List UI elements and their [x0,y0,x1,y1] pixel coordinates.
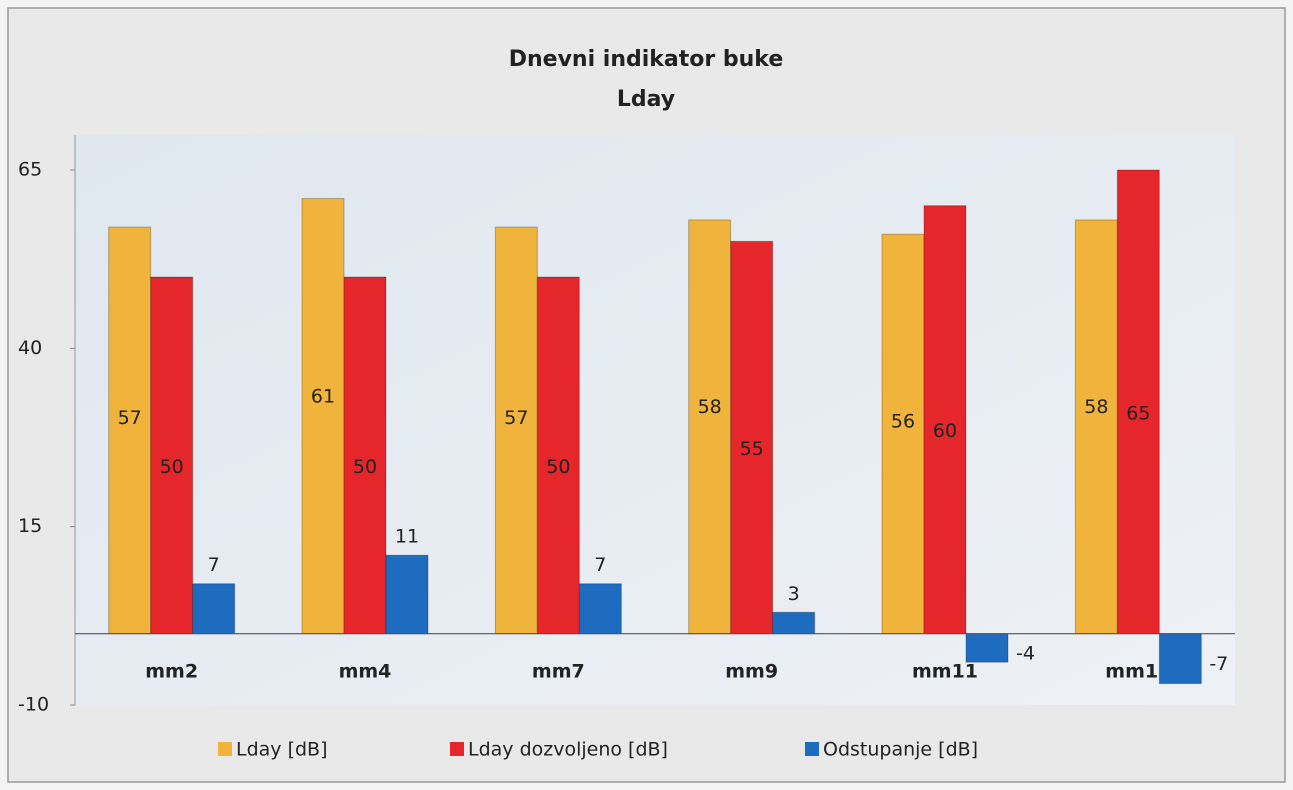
bar [494,226,538,635]
y-tick-label: 65 [18,159,42,181]
value-label: 58 [1084,396,1108,418]
bar [343,276,387,635]
bar [578,583,622,635]
value-label: 11 [395,526,419,548]
legend-swatch [218,742,232,756]
bar [923,205,967,635]
x-tick-label: mm7 [532,661,585,683]
value-label: 7 [208,554,220,576]
value-label: 7 [594,554,606,576]
value-label: 50 [160,456,184,478]
bar [1074,219,1118,635]
value-label: -7 [1209,653,1228,675]
bar [965,633,1009,663]
value-label: 56 [891,410,915,432]
plot-area [75,135,1235,705]
bar [730,240,774,635]
value-label: 57 [118,407,142,429]
bar [772,611,816,635]
chart-title: Dnevni indikator buke [509,47,784,72]
bar [688,219,732,635]
legend-label: Lday [dB] [236,739,328,761]
x-tick-label: mm2 [145,661,198,683]
bar [881,233,925,635]
bar [108,226,152,635]
bar [192,583,236,635]
value-label: 58 [698,396,722,418]
legend-swatch [450,742,464,756]
value-label: 55 [740,438,764,460]
value-label: 57 [504,407,528,429]
value-label: 60 [933,420,957,442]
y-tick-label: 40 [18,337,42,359]
value-label: -4 [1016,642,1035,664]
y-tick-label: 15 [18,515,42,537]
chart-subtitle: Lday [617,87,675,112]
value-label: 65 [1126,402,1150,424]
value-label: 61 [311,385,335,407]
y-tick-label: -10 [18,694,49,716]
bar [536,276,580,635]
x-tick-label: mm4 [339,661,392,683]
x-tick-label: mm12 [1105,661,1171,683]
legend-label: Lday dozvoljeno [dB] [468,739,668,761]
bar [150,276,194,635]
value-label: 3 [788,583,800,605]
x-tick-label: mm9 [725,661,778,683]
bar [1158,633,1202,685]
x-tick-label: mm11 [912,661,978,683]
bar [1116,169,1160,635]
value-label: 50 [546,456,570,478]
bar [385,554,429,635]
legend-label: Odstupanje [dB] [823,739,978,761]
legend-swatch [805,742,819,756]
bar [301,198,345,635]
value-label: 50 [353,456,377,478]
